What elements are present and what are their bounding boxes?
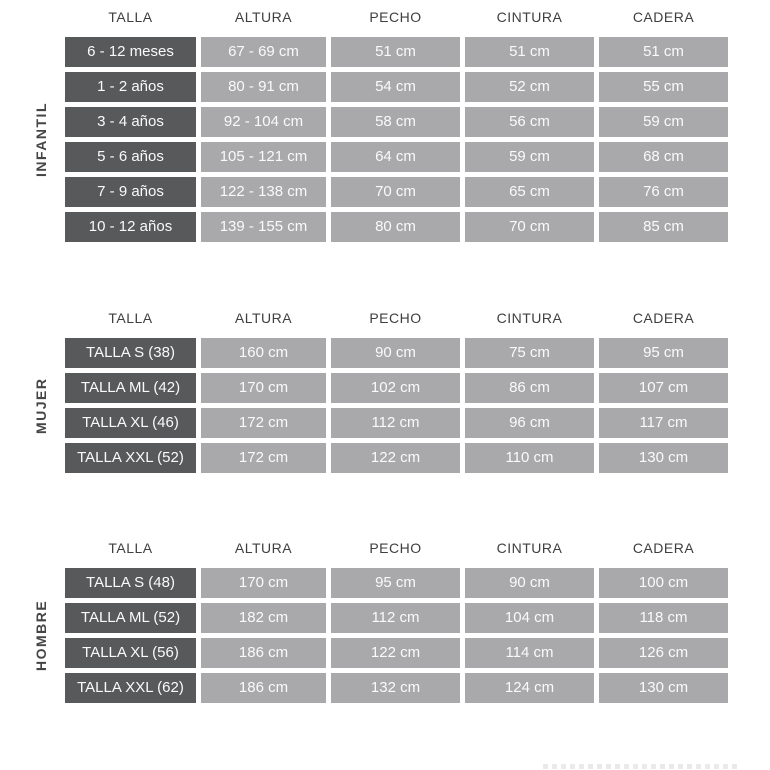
measurement-cell: 55 cm <box>599 72 728 102</box>
measurement-cell: 130 cm <box>599 443 728 473</box>
column-header-cintura: CINTURA <box>496 540 563 556</box>
measurement-cell: 56 cm <box>465 107 594 137</box>
measurement-cell: 112 cm <box>331 408 460 438</box>
measurement-cell: 105 - 121 cm <box>201 142 326 172</box>
size-table-hombre: HOMBRE TALLA ALTURA PECHO CINTURA CADERA TAL… <box>0 539 770 703</box>
group-label-infantil: INFANTIL <box>33 102 49 177</box>
measurement-cell: 59 cm <box>599 107 728 137</box>
measurement-cell: 51 cm <box>599 37 728 67</box>
measurement-cell: 59 cm <box>465 142 594 172</box>
measurement-cell: 122 - 138 cm <box>201 177 326 207</box>
size-label-cell: 5 - 6 años <box>65 142 196 172</box>
measurement-cell: 172 cm <box>201 443 326 473</box>
column-header-pecho: PECHO <box>369 540 422 556</box>
measurement-cell: 70 cm <box>331 177 460 207</box>
column-header-pecho: PECHO <box>369 9 422 25</box>
column-header-cintura: CINTURA <box>496 310 563 326</box>
measurement-cell: 122 cm <box>331 638 460 668</box>
size-label-cell: 10 - 12 años <box>65 212 196 242</box>
size-label-cell: TALLA XL (56) <box>65 638 196 668</box>
column-header-cadera: CADERA <box>632 310 695 326</box>
measurement-cell: 52 cm <box>465 72 594 102</box>
table-body: TALLA S (38) 160 cm 90 cm 75 cm 95 cm TALLA M… <box>65 338 770 473</box>
measurement-cell: 90 cm <box>331 338 460 368</box>
measurement-cell: 95 cm <box>599 338 728 368</box>
size-label-cell: 7 - 9 años <box>65 177 196 207</box>
group-label-mujer: MUJER <box>33 377 49 434</box>
measurement-cell: 58 cm <box>331 107 460 137</box>
measurement-cell: 186 cm <box>201 673 326 703</box>
measurement-cell: 130 cm <box>599 673 728 703</box>
column-header-talla: TALLA <box>108 9 153 25</box>
measurement-cell: 85 cm <box>599 212 728 242</box>
measurement-cell: 65 cm <box>465 177 594 207</box>
measurement-cell: 110 cm <box>465 443 594 473</box>
group-label-hombre: HOMBRE <box>33 599 49 672</box>
cropped-text-fragment <box>543 764 738 769</box>
column-header-cadera: CADERA <box>632 540 695 556</box>
measurement-cell: 51 cm <box>331 37 460 67</box>
column-header-cintura: CINTURA <box>496 9 563 25</box>
measurement-cell: 118 cm <box>599 603 728 633</box>
table-header-row: TALLA ALTURA PECHO CINTURA CADERA <box>65 539 770 557</box>
measurement-cell: 186 cm <box>201 638 326 668</box>
table-body: 6 - 12 meses 67 - 69 cm 51 cm 51 cm 51 cm 1 -… <box>65 37 770 242</box>
column-header-cadera: CADERA <box>632 9 695 25</box>
measurement-cell: 64 cm <box>331 142 460 172</box>
measurement-cell: 112 cm <box>331 603 460 633</box>
table-header-row: TALLA ALTURA PECHO CINTURA CADERA <box>65 309 770 327</box>
size-table-infantil: INFANTIL TALLA ALTURA PECHO CINTURA CADERA 6… <box>0 8 770 242</box>
measurement-cell: 160 cm <box>201 338 326 368</box>
measurement-cell: 67 - 69 cm <box>201 37 326 67</box>
measurement-cell: 172 cm <box>201 408 326 438</box>
measurement-cell: 132 cm <box>331 673 460 703</box>
column-header-altura: ALTURA <box>234 540 293 556</box>
measurement-cell: 96 cm <box>465 408 594 438</box>
measurement-cell: 54 cm <box>331 72 460 102</box>
size-label-cell: TALLA XXL (52) <box>65 443 196 473</box>
measurement-cell: 170 cm <box>201 373 326 403</box>
measurement-cell: 95 cm <box>331 568 460 598</box>
measurement-cell: 124 cm <box>465 673 594 703</box>
measurement-cell: 75 cm <box>465 338 594 368</box>
column-header-altura: ALTURA <box>234 9 293 25</box>
size-label-cell: TALLA XL (46) <box>65 408 196 438</box>
size-label-cell: TALLA S (48) <box>65 568 196 598</box>
measurement-cell: 70 cm <box>465 212 594 242</box>
size-label-cell: 3 - 4 años <box>65 107 196 137</box>
measurement-cell: 117 cm <box>599 408 728 438</box>
column-header-talla: TALLA <box>108 310 153 326</box>
size-label-cell: TALLA ML (52) <box>65 603 196 633</box>
size-label-cell: TALLA XXL (62) <box>65 673 196 703</box>
measurement-cell: 107 cm <box>599 373 728 403</box>
measurement-cell: 104 cm <box>465 603 594 633</box>
size-table-mujer: MUJER TALLA ALTURA PECHO CINTURA CADERA TALL… <box>0 309 770 473</box>
size-label-cell: TALLA ML (42) <box>65 373 196 403</box>
size-label-cell: 1 - 2 años <box>65 72 196 102</box>
measurement-cell: 170 cm <box>201 568 326 598</box>
table-header-row: TALLA ALTURA PECHO CINTURA CADERA <box>65 8 770 26</box>
measurement-cell: 76 cm <box>599 177 728 207</box>
measurement-cell: 182 cm <box>201 603 326 633</box>
measurement-cell: 51 cm <box>465 37 594 67</box>
measurement-cell: 114 cm <box>465 638 594 668</box>
size-label-cell: 6 - 12 meses <box>65 37 196 67</box>
measurement-cell: 90 cm <box>465 568 594 598</box>
measurement-cell: 126 cm <box>599 638 728 668</box>
measurement-cell: 92 - 104 cm <box>201 107 326 137</box>
column-header-altura: ALTURA <box>234 310 293 326</box>
size-label-cell: TALLA S (38) <box>65 338 196 368</box>
table-body: TALLA S (48) 170 cm 95 cm 90 cm 100 cm TALLA … <box>65 568 770 703</box>
column-header-pecho: PECHO <box>369 310 422 326</box>
measurement-cell: 68 cm <box>599 142 728 172</box>
measurement-cell: 86 cm <box>465 373 594 403</box>
measurement-cell: 139 - 155 cm <box>201 212 326 242</box>
measurement-cell: 100 cm <box>599 568 728 598</box>
measurement-cell: 102 cm <box>331 373 460 403</box>
column-header-talla: TALLA <box>108 540 153 556</box>
measurement-cell: 122 cm <box>331 443 460 473</box>
measurement-cell: 80 - 91 cm <box>201 72 326 102</box>
measurement-cell: 80 cm <box>331 212 460 242</box>
